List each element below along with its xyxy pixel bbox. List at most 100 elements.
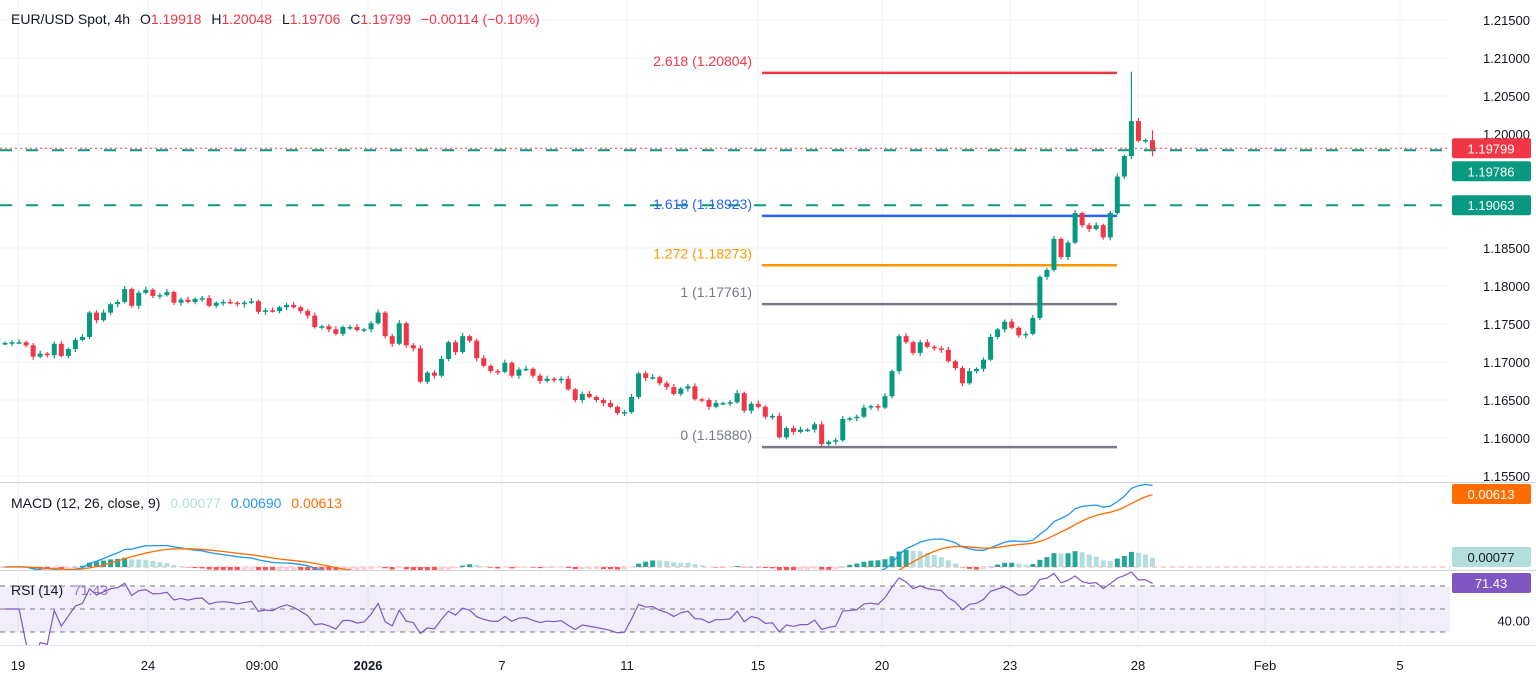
macd-histogram-bar — [826, 567, 832, 570]
candle — [713, 400, 719, 409]
candle — [812, 422, 818, 433]
macd-histogram-bar — [847, 564, 853, 567]
candle-body — [790, 428, 796, 432]
price-tick-label: 1.18000 — [1483, 279, 1530, 294]
macd-histogram-bar — [51, 567, 57, 569]
candle-body — [1142, 140, 1148, 142]
candle-body — [347, 327, 353, 329]
macd-histogram-bar — [776, 567, 782, 570]
macd-histogram-bar — [565, 567, 571, 568]
macd-histogram-bar — [396, 567, 402, 569]
macd-histogram-bar — [1150, 557, 1156, 567]
candle-body — [614, 406, 620, 413]
candle — [262, 308, 268, 315]
macd-histogram-bar — [488, 567, 494, 568]
candle-body — [438, 358, 444, 376]
candle — [917, 339, 923, 356]
time-tick-label: 2026 — [354, 658, 383, 673]
macd-histogram-bar — [1128, 551, 1134, 567]
candle — [502, 359, 508, 374]
candle — [347, 324, 353, 331]
candle-body — [37, 353, 43, 357]
macd-histogram-bar — [270, 567, 276, 570]
macd-histogram-bar — [361, 567, 367, 570]
candle-body — [220, 301, 226, 304]
macd-histogram-bar — [136, 559, 142, 567]
candle-body — [509, 362, 515, 376]
candle — [206, 295, 212, 308]
candle-body — [607, 403, 613, 407]
candle-body — [762, 406, 768, 417]
candle — [783, 426, 789, 440]
candle-body — [1128, 121, 1134, 157]
candle — [678, 387, 684, 397]
candle-body — [854, 416, 860, 419]
candle-body — [981, 359, 987, 369]
symbol-legend[interactable]: EUR/USD Spot, 4h O1.19918 H1.20048 L1.19… — [11, 11, 546, 27]
candle-body — [65, 349, 71, 356]
candle-body — [692, 386, 698, 400]
macd-histogram-bar — [868, 560, 874, 567]
macd-histogram-bar — [227, 567, 233, 570]
macd-histogram-bar — [783, 567, 789, 570]
candle-body — [769, 415, 775, 418]
candle — [889, 369, 895, 399]
candle-body — [1030, 317, 1036, 334]
macd-histogram-bar — [382, 567, 388, 569]
candle-body — [150, 289, 156, 296]
open-value: O1.19918 — [139, 11, 202, 27]
last-price-badge-text: 1.19799 — [1468, 141, 1515, 156]
candle — [129, 287, 135, 309]
macd-histogram-bar — [143, 559, 149, 567]
candle-body — [403, 323, 409, 346]
macd-histogram-bar — [981, 567, 987, 570]
macd-histogram-bar — [805, 567, 811, 570]
macd-histogram-bar — [403, 567, 409, 570]
candle-body — [819, 424, 825, 445]
macd-legend[interactable]: MACD (12, 26, close, 9) 0.00077 0.00690 … — [11, 495, 348, 511]
time-tick-label: 15 — [751, 658, 765, 673]
macd-histogram-bar — [713, 567, 719, 568]
candle-body — [798, 429, 804, 432]
rsi-legend[interactable]: RSI (14) 71.43 — [11, 582, 114, 598]
candle-body — [537, 375, 543, 381]
candle-body — [1023, 333, 1029, 336]
macd-line-value: 0.00690 — [230, 495, 282, 511]
price-axis[interactable]: 1.21500 1.21000 1.20500 1.20000 1.18500 1.180… — [1483, 13, 1530, 629]
time-axis[interactable]: 19 24 09:00 2026 7 11 15 20 23 28 Feb 5 — [11, 658, 1404, 673]
candle — [551, 377, 557, 383]
macd-histogram-bar — [192, 567, 198, 568]
candle-body — [861, 407, 867, 417]
macd-histogram-bar — [1016, 563, 1022, 567]
fibonacci-extension[interactable]: 2.618 (1.20804) 1.618 (1.18923) 1.272 (1.1… — [653, 53, 1117, 449]
candle-body — [699, 399, 705, 401]
rsi-line — [5, 571, 1153, 645]
candle-body — [129, 289, 135, 306]
candle — [544, 375, 550, 383]
macd-histogram-bar — [671, 562, 677, 567]
candle — [1121, 154, 1127, 179]
candle-body — [101, 312, 107, 321]
horizontal-levels[interactable] — [0, 147, 1450, 207]
candle — [143, 286, 149, 295]
candle — [741, 391, 747, 413]
candle — [896, 333, 902, 375]
grid-lines — [0, 0, 1450, 645]
candle-body — [255, 301, 261, 312]
candle — [720, 401, 726, 406]
macd-histogram-bar — [572, 567, 578, 570]
candle — [755, 400, 761, 409]
candle — [868, 404, 874, 410]
candles — [2, 71, 1156, 448]
candle — [495, 368, 501, 375]
candle-body — [896, 336, 902, 372]
macd-histogram-bar — [931, 554, 937, 567]
candle — [382, 311, 388, 339]
candle — [706, 397, 712, 410]
candle — [847, 416, 853, 422]
macd-histogram-bar — [277, 567, 283, 570]
macd-histogram-bar — [86, 562, 92, 567]
macd-histogram-bar — [206, 567, 212, 570]
candle-body — [741, 393, 747, 411]
